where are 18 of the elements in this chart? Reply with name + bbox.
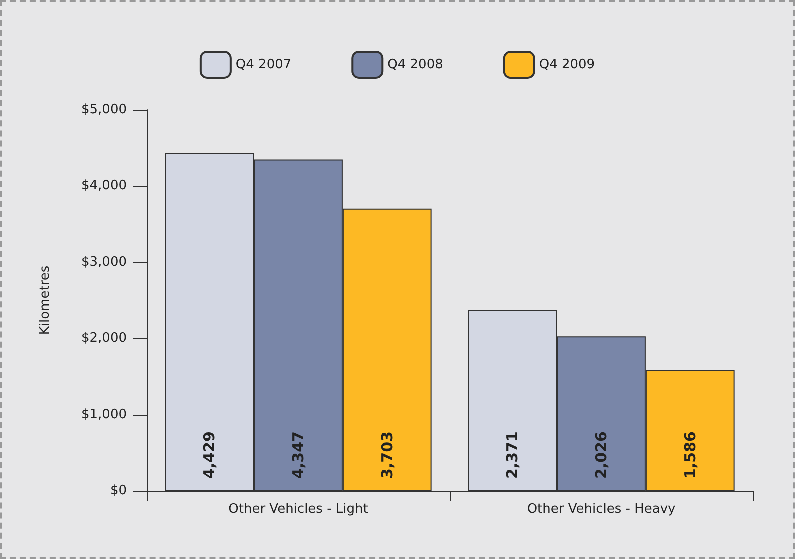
y-tick-label: $3,000 xyxy=(82,254,127,270)
y-tick-label: $1,000 xyxy=(82,407,127,422)
data-label: 3,703 xyxy=(378,432,396,479)
legend-label: Q4 2009 xyxy=(539,58,596,72)
legend-label: Q4 2008 xyxy=(388,58,444,72)
y-axis-title: Kilometres xyxy=(38,266,53,336)
x-tick-label: Other Vehicles - Light xyxy=(228,502,368,517)
y-tick-label: $5,000 xyxy=(82,102,127,118)
y-tick-label: $0 xyxy=(110,484,127,498)
legend-label: Q4 2007 xyxy=(236,58,292,72)
data-label: 1,586 xyxy=(681,432,700,479)
y-tick-label: $4,000 xyxy=(82,178,127,194)
data-label: 2,371 xyxy=(504,432,522,479)
data-label: 2,026 xyxy=(592,432,610,479)
data-label: 4,429 xyxy=(200,432,219,479)
x-tick-label: Other Vehicles - Heavy xyxy=(527,502,676,517)
y-tick-label: $2,000 xyxy=(82,331,127,346)
data-label: 4,347 xyxy=(290,432,308,479)
